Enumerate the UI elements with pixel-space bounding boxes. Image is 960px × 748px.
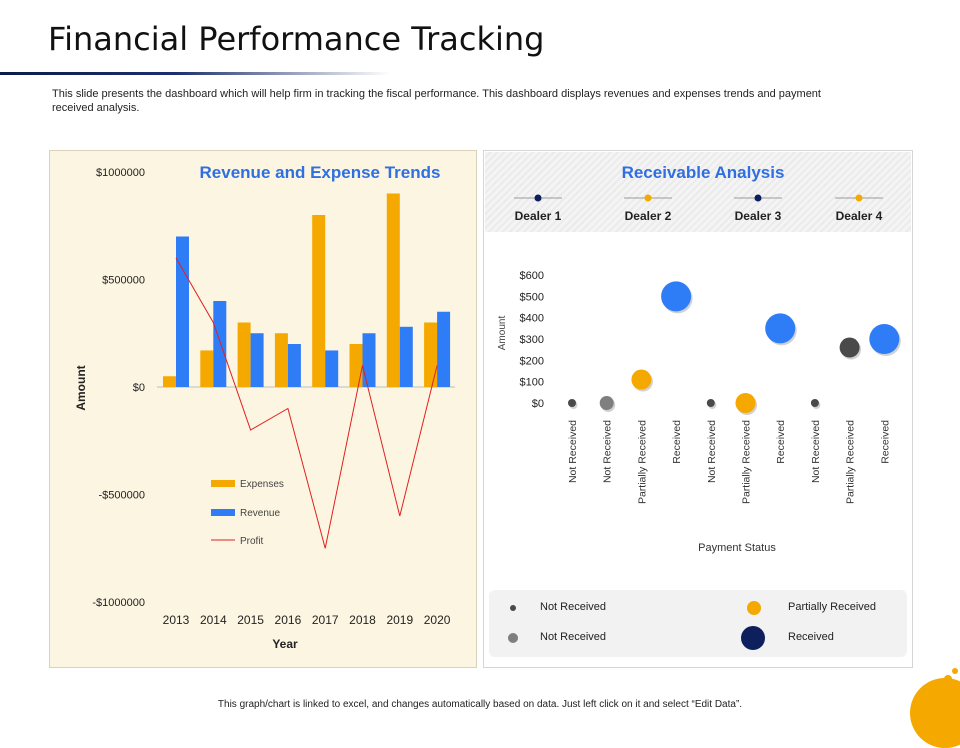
dealer-label-2[interactable]: Dealer 2 [625,209,672,223]
right-x-tick-label: Not Received [567,420,579,483]
page-title: Financial Performance Tracking [48,20,545,58]
legend-label-not-received-2: Not Received [540,631,607,643]
legend-label-revenue: Revenue [240,508,280,519]
point-received [661,281,692,312]
y-tick-label: $1000000 [96,167,145,179]
right-x-axis-label: Payment Status [698,542,776,554]
bar-revenue-2015 [250,333,264,387]
point-partially-received [735,393,756,413]
bar-revenue-2017 [325,350,339,387]
revenue-expense-panel [49,150,477,668]
dealer-marker [534,194,542,202]
receivable-chart[interactable]: Receivable Analysis Dealer 1 Dealer 2 Deal… [0,0,960,720]
right-y-axis-label: Amount [497,316,508,351]
right-y-tick-label: $400 [520,313,544,325]
revenue-expense-chart[interactable]: Revenue and Expense Trends $1000000 $5000… [0,0,960,720]
legend-label-partially-received: Partially Received [788,601,877,613]
right-y-tick-label: $0 [532,398,544,410]
page-description: This slide presents the dashboard which … [52,88,821,114]
bar-expenses-2014 [200,350,214,387]
profit-line [175,257,438,549]
right-y-tick-label: $300 [520,334,544,346]
legend-swatch-expenses [211,480,235,487]
legend-dot-received [741,626,765,650]
left-chart-title: Revenue and Expense Trends [200,163,441,182]
bar-expenses-2019 [386,193,400,387]
x-tick-label: 2014 [200,613,227,627]
right-x-tick-label: Received [879,420,891,464]
bar-revenue-2019 [399,326,413,387]
bar-expenses-2015 [237,322,251,387]
legend-dot-not-received-gray [508,633,518,643]
right-y-tick-label: $600 [520,270,544,282]
corner-dot [944,675,952,683]
dealer-marker [644,194,652,202]
x-tick-label: 2013 [163,613,190,627]
legend-label-profit: Profit [240,536,264,547]
y-tick-label: -$500000 [99,490,146,502]
right-x-tick-label: Not Received [602,420,614,483]
right-y-tick-label: $500 [520,291,544,303]
legend-dot-partially-received [747,601,761,615]
point-not-received [599,396,614,410]
x-tick-label: 2019 [386,613,413,627]
y-tick-label: -$1000000 [92,597,145,609]
legend-dot-not-received-small [510,605,516,611]
right-x-tick-label: Received [775,420,787,464]
point-not-received [810,399,819,407]
dealer-label-1[interactable]: Dealer 1 [515,209,562,223]
x-tick-label: 2017 [312,613,339,627]
x-tick-label: 2015 [237,613,264,627]
point-partially-received [839,337,860,358]
point-partially-received [631,369,652,390]
receivable-panel [483,150,913,668]
bar-expenses-2020 [424,322,438,387]
bar-expenses-2017 [312,215,326,387]
right-chart-title: Receivable Analysis [622,163,785,182]
right-x-tick-label: Partially Received [741,420,753,504]
bar-revenue-2018 [362,333,376,387]
y-tick-label: $500000 [102,275,145,287]
x-tick-label: 2016 [275,613,302,627]
right-y-tick-label: $200 [520,355,544,367]
bar-expenses-2016 [274,333,288,387]
bar-expenses-2018 [349,344,363,387]
right-x-tick-label: Not Received [810,420,822,483]
title-underline [0,72,390,75]
legend-label-received: Received [788,631,834,643]
right-x-tick-label: Not Received [706,420,718,483]
point-not-received [568,399,576,407]
x-tick-label: 2020 [424,613,451,627]
right-y-tick-label: $100 [520,377,544,389]
y-tick-label: $0 [133,382,145,394]
x-tick-label: 2018 [349,613,376,627]
footer-note: This graph/chart is linked to excel, and… [217,699,743,710]
bar-revenue-2020 [437,311,451,387]
dealer-label-3[interactable]: Dealer 3 [735,209,782,223]
receivable-legend: Not Received Partially Received Not Rece… [489,590,907,657]
legend-label-expenses: Expenses [240,479,284,490]
corner-dot [952,668,958,674]
point-received [765,313,796,344]
right-x-tick-label: Partially Received [845,420,857,504]
bar-revenue-2016 [287,344,301,387]
bar-expenses-2013 [163,376,176,387]
dealer-header-band [485,152,911,232]
point-not-received [706,399,715,407]
legend-label-not-received-1: Not Received [540,601,607,613]
x-axis-label: Year [272,637,298,651]
dealer-marker [754,194,762,202]
legend-swatch-revenue [211,509,235,516]
y-axis-label: Amount [74,365,88,410]
bar-revenue-2014 [213,301,227,387]
point-received [869,324,900,354]
dealer-marker [855,194,863,202]
dealer-label-4[interactable]: Dealer 4 [836,209,883,223]
right-x-tick-label: Partially Received [636,420,648,504]
right-x-tick-label: Received [671,420,683,464]
